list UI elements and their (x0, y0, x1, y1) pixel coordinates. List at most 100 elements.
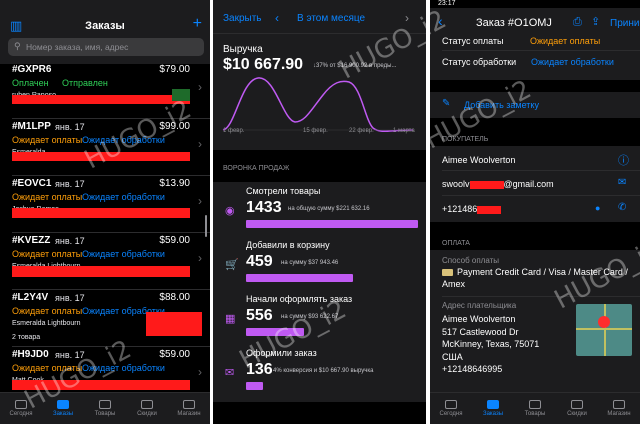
order-number: #KVEZZ (12, 235, 51, 246)
order-price: $88.00 (159, 292, 190, 303)
add-note-button[interactable]: Добавить заметку (464, 100, 539, 110)
print-icon[interactable]: ⎙ (573, 16, 582, 28)
redaction (146, 312, 202, 336)
store-icon (183, 400, 195, 409)
phone-prefix: +121486 (442, 204, 478, 214)
chevron-left-icon[interactable]: ‹ (275, 11, 279, 25)
map-road (604, 304, 606, 356)
scrollbar[interactable] (205, 215, 207, 237)
detail-header (430, 8, 640, 38)
search-icon: ⚲ (14, 41, 21, 51)
tab-bar: Сегодня Заказы Товары Скидки Магазин (430, 392, 640, 424)
fulfill-button[interactable]: Прини... (610, 18, 640, 29)
tag-icon (529, 400, 541, 409)
funnel-step-sum: на сумму $93 622.67 (281, 314, 339, 320)
message-icon[interactable]: ● (595, 203, 601, 213)
order-icon: ✉ (225, 367, 235, 379)
close-button[interactable]: Закрыть (223, 13, 262, 24)
sidebar-toggle-icon[interactable]: ▥ (10, 18, 23, 33)
payment-status-value[interactable]: Ожидает оплаты (530, 36, 601, 46)
tab-store[interactable]: Магазин (598, 393, 640, 424)
buyer-phone[interactable]: +121486 (442, 204, 502, 214)
customer-name: Esmeralda Lightbourn (12, 320, 81, 327)
add-order-icon[interactable]: + (192, 15, 202, 32)
buyer-email[interactable]: swoolv @gmail.com (442, 179, 554, 189)
axis-label: 1 февр. (223, 128, 245, 134)
share-icon[interactable]: ⇪ (591, 16, 601, 28)
divider (12, 175, 210, 176)
funnel-step-value: 556 (246, 307, 273, 324)
payment-status: Ожидает оплаты (12, 135, 83, 145)
redaction (12, 208, 190, 218)
tab-today[interactable]: Сегодня (0, 393, 42, 424)
order-row[interactable]: #M1LPP янв. 17 $99.00 Ожидает оплаты Ожидает… (0, 119, 210, 176)
order-row[interactable]: #KVEZZ янв. 17 $59.00 Ожидает оплаты Ожидает… (0, 233, 210, 290)
tab-products[interactable]: Товары (84, 393, 126, 424)
funnel-step-title: Смотрели товары (246, 186, 321, 196)
divider (12, 118, 210, 119)
tab-orders[interactable]: Заказы (472, 393, 514, 424)
order-date: янв. 17 (55, 179, 85, 189)
tab-store[interactable]: Магазин (168, 393, 210, 424)
payment-status: Ожидает оплаты (12, 363, 83, 373)
redaction (12, 152, 190, 161)
map-thumbnail[interactable] (576, 304, 632, 356)
order-number: #GXPR6 (12, 64, 52, 75)
redaction (12, 380, 190, 390)
payment-method: Payment Credit Card / Visa / Master Card… (442, 266, 632, 290)
back-chevron-icon[interactable]: ‹ (438, 13, 443, 29)
fulfillment-status: Отправлен (62, 78, 108, 88)
email-suffix: @gmail.com (503, 179, 554, 189)
tab-orders[interactable]: Заказы (42, 393, 84, 424)
tag-icon (99, 400, 111, 409)
payment-status: Оплачен (12, 78, 49, 88)
edit-note-icon: ✎ (442, 98, 451, 109)
tab-discounts[interactable]: Скидки (556, 393, 598, 424)
map-pin-icon (598, 316, 610, 328)
note-card (430, 92, 640, 118)
buyer-name: Aimee Woolverton (442, 155, 516, 165)
eye-icon: ◉ (225, 205, 235, 217)
funnel-header: ВОРОНКА ПРОДАЖ (223, 165, 290, 172)
credit-card-icon (442, 269, 453, 277)
home-icon (15, 400, 27, 409)
period-selector[interactable]: В этом месяце (297, 13, 366, 24)
payment-status: Ожидает оплаты (12, 249, 83, 259)
inbox-icon (57, 400, 69, 409)
tab-discounts[interactable]: Скидки (126, 393, 168, 424)
search-input[interactable]: ⚲ Номер заказа, имя, адрес (8, 38, 204, 56)
order-price: $59.00 (159, 235, 190, 246)
divider (12, 232, 210, 233)
buyer-card (430, 146, 640, 222)
payment-method-value: Payment Credit Card / Visa / Master Card… (442, 267, 628, 289)
axis-label: 1 марта (393, 128, 415, 134)
order-date: янв. 17 (55, 122, 85, 132)
order-date: янв. 17 (55, 293, 85, 303)
section-divider (213, 150, 426, 182)
item-count: 2 товара (12, 334, 41, 341)
store-icon (613, 400, 625, 409)
mail-icon[interactable]: ✉ (618, 177, 627, 188)
order-price: $13.90 (159, 178, 190, 189)
revenue-label: Выручка (223, 44, 263, 55)
page-title: Заказы (85, 20, 125, 32)
tab-products[interactable]: Товары (514, 393, 556, 424)
order-row[interactable]: #EOVC1 янв. 17 $13.90 Ожидает оплаты Ожидает… (0, 176, 210, 233)
fulfillment-status: Ожидает обработки (82, 249, 165, 259)
funnel-step-value: 136 (246, 361, 273, 378)
revenue-line (222, 77, 414, 133)
tab-today[interactable]: Сегодня (430, 393, 472, 424)
phone-icon[interactable]: ✆ (618, 202, 627, 213)
billing-line: США (442, 351, 463, 362)
ticket-icon (141, 400, 153, 409)
status-time: 23:17 (438, 0, 456, 7)
processing-status-value[interactable]: Ожидает обработки (531, 57, 614, 67)
billing-line: Aimee Woolverton (442, 314, 516, 324)
payment-method-label: Способ оплаты (442, 256, 500, 265)
email-prefix: swoolv (442, 179, 470, 189)
chevron-right-icon[interactable]: › (405, 11, 409, 25)
info-icon[interactable]: ⓘ (618, 155, 629, 167)
divider (442, 50, 640, 51)
payment-status: Ожидает оплаты (12, 306, 83, 316)
axis-label: 22 февр. (349, 128, 374, 134)
